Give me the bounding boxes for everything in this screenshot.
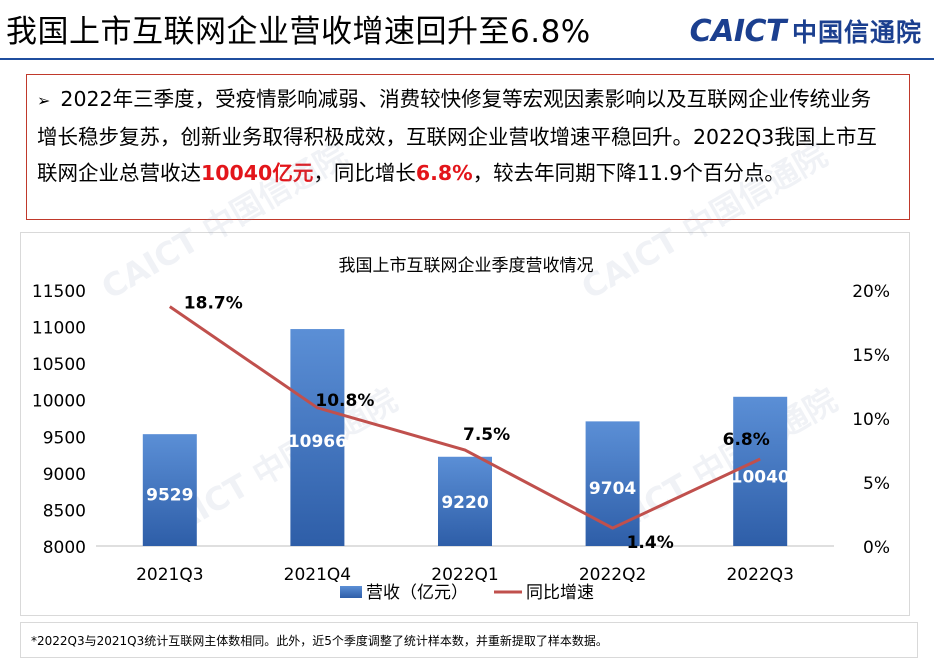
left-axis-ticks: 8000 8500 9000 9500 10000 10500 11000 11500 xyxy=(32,282,86,558)
left-axis-tick-label: 10500 xyxy=(32,355,86,375)
legend-bar-label: 营收（亿元） xyxy=(366,583,468,603)
summary-text-part-2: ，同比增长 xyxy=(313,161,416,185)
category-label: 2022Q3 xyxy=(726,565,793,585)
logo-latin-text: CAICT xyxy=(689,13,787,49)
chart-legend: 营收（亿元） 同比增速 xyxy=(340,583,594,603)
category-label: 2022Q1 xyxy=(431,565,498,585)
footnote-box: *2022Q3与2021Q3统计互联网主体数相同。此外，近5个季度调整了统计样本… xyxy=(20,622,918,658)
growth-data-label: 7.5% xyxy=(463,425,510,445)
left-axis-tick-label: 9000 xyxy=(43,465,86,485)
watermark-text: CAICT 中国信通院 xyxy=(575,136,834,307)
bar-series xyxy=(142,329,788,546)
revenue-bar xyxy=(585,421,640,546)
left-axis-tick-label: 10000 xyxy=(32,392,86,412)
category-label: 2021Q3 xyxy=(136,565,203,585)
caict-logo: CAICT 中国信通院 xyxy=(690,10,922,52)
revenue-bar-label: 9704 xyxy=(589,479,636,499)
left-axis-tick-label: 8000 xyxy=(43,538,86,558)
summary-box: ➢ 2022年三季度，受疫情影响减弱、消费较快修复等宏观因素影响以及互联网企业传统… xyxy=(26,74,910,220)
left-axis-tick-label: 8500 xyxy=(43,501,86,521)
left-axis-tick-label: 11000 xyxy=(32,319,86,339)
growth-data-label: 10.8% xyxy=(315,391,374,411)
revenue-bar xyxy=(290,329,345,546)
revenue-bar xyxy=(142,434,197,546)
category-label: 2022Q2 xyxy=(579,565,646,585)
legend-bar-swatch xyxy=(340,586,362,598)
right-axis-tick-label: 5% xyxy=(863,474,890,494)
revenue-bar xyxy=(733,396,788,546)
right-axis-ticks: 0% 5% 10% 15% 20% xyxy=(852,282,890,558)
bar-value-labels: 9529 10966 9220 9704 10040 xyxy=(146,432,790,513)
category-labels: 2021Q3 2021Q4 2022Q1 2022Q2 2022Q3 xyxy=(136,565,794,585)
watermark-text: CAICT 中国信通院 xyxy=(95,136,354,307)
summary-highlight-growth: 6.8% xyxy=(415,161,473,185)
chart-title: 我国上市互联网企业季度营收情况 xyxy=(339,256,594,276)
bullet-arrow-icon: ➢ xyxy=(37,91,51,110)
right-axis-tick-label: 10% xyxy=(852,410,890,430)
chart-frame xyxy=(20,232,910,616)
page-title: 我国上市互联网企业营收增速回升至6.8% xyxy=(6,14,591,50)
right-axis-tick-label: 15% xyxy=(852,346,890,366)
summary-highlight-revenue: 10040亿元 xyxy=(201,161,314,185)
summary-text-part-3: ，较去年同期下降11.9个百分点。 xyxy=(472,161,785,185)
growth-line xyxy=(168,305,761,530)
revenue-bar xyxy=(438,456,492,546)
footnote-text: *2022Q3与2021Q3统计互联网主体数相同。此外，近5个季度调整了统计样本… xyxy=(31,634,608,648)
logo-chinese-text: 中国信通院 xyxy=(791,18,922,47)
revenue-bar-label: 10040 xyxy=(731,467,790,487)
summary-text-part-1: 2022年三季度，受疫情影响减弱、消费较快修复等宏观因素影响以及互联网企业传统业… xyxy=(37,87,877,185)
revenue-bar-label: 9529 xyxy=(146,485,193,505)
left-axis-tick-label: 9500 xyxy=(43,428,86,448)
growth-data-label: 18.7% xyxy=(184,294,243,314)
growth-data-label: 1.4% xyxy=(627,533,674,553)
growth-data-label: 6.8% xyxy=(723,430,770,450)
line-value-labels: 18.7% 10.8% 7.5% 1.4% 6.8% xyxy=(184,294,770,553)
header-divider xyxy=(0,58,934,60)
right-axis-tick-label: 20% xyxy=(852,282,890,302)
left-axis-tick-label: 11500 xyxy=(32,282,86,302)
right-axis-tick-label: 0% xyxy=(863,538,890,558)
revenue-bar-label: 10966 xyxy=(288,432,347,452)
legend-line-label: 同比增速 xyxy=(526,583,594,603)
category-label: 2021Q4 xyxy=(284,565,351,585)
revenue-bar-label: 9220 xyxy=(441,493,488,513)
